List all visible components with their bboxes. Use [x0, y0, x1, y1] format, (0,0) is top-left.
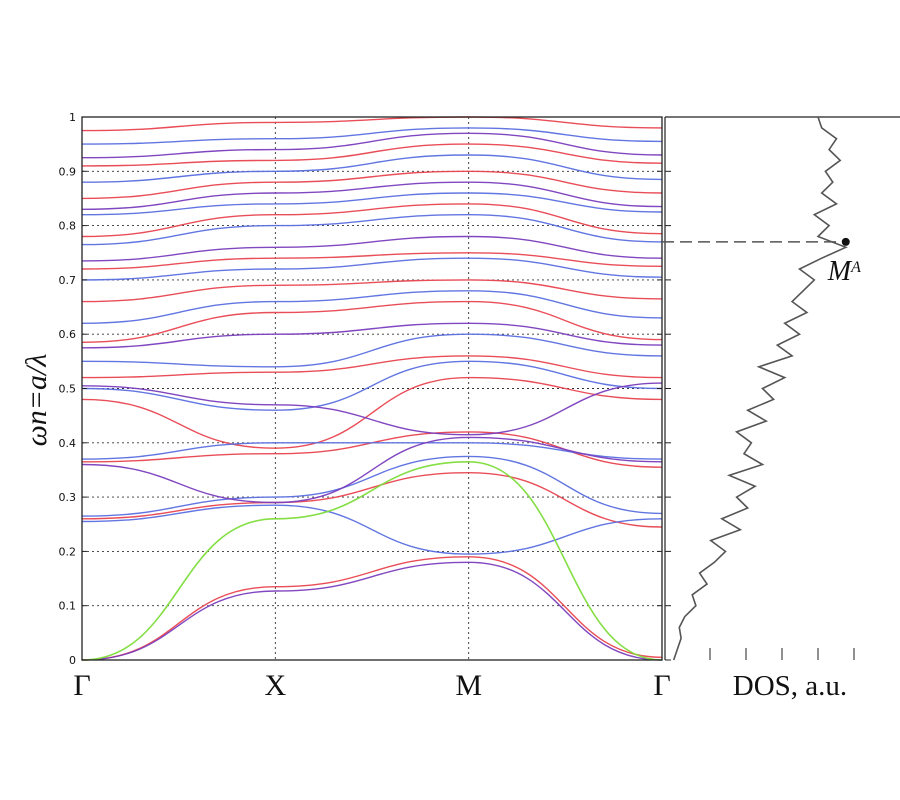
- band-line-blue: [81, 360, 663, 411]
- dos-axis-ticks: [665, 116, 855, 661]
- annotation-marker: [841, 237, 850, 246]
- annotation-label-superscript: A: [850, 258, 861, 275]
- kpoint-label: X: [264, 669, 286, 702]
- band-line-blue: [81, 192, 663, 216]
- dos-curve: [672, 116, 848, 661]
- annotation-label-main: M: [827, 256, 853, 287]
- y-tick-label: 0.4: [59, 437, 77, 450]
- band-line-red: [81, 300, 663, 343]
- band-line-purple: [81, 235, 663, 262]
- band-line-purple: [81, 382, 663, 436]
- band-line-blue: [81, 257, 663, 281]
- band-line-red: [81, 203, 663, 238]
- dos-panel: MA DOS, a.u.: [662, 116, 900, 702]
- band-line-purple: [81, 561, 663, 661]
- band-line-purple: [81, 436, 663, 504]
- y-tick-label: 0.6: [59, 328, 77, 341]
- band-line-blue: [81, 213, 663, 246]
- band-line-red: [81, 279, 663, 303]
- band-line-blue: [81, 455, 663, 517]
- band-line-red: [81, 170, 663, 200]
- y-tick-label: 1: [69, 111, 76, 124]
- y-tick-label: 0.2: [59, 545, 77, 558]
- annotation-label: MA: [827, 256, 861, 287]
- band-line-blue: [81, 333, 663, 368]
- band-line-red: [81, 143, 663, 167]
- dos-plot-area: [665, 117, 900, 660]
- band-line-red: [81, 252, 663, 270]
- band-line-red: [81, 376, 663, 449]
- y-axis-ticks: 0 0.1 0.2 0.3 0.4 0.5 0.6 0.7 0.8 0.9 1: [59, 111, 662, 667]
- y-tick-label: 0.8: [59, 220, 77, 233]
- band-line-purple: [81, 181, 663, 210]
- band-line-blue: [81, 504, 663, 555]
- y-tick-label: 0.1: [59, 600, 77, 613]
- y-tick-label: 0.3: [59, 491, 77, 504]
- dos-axis-label: DOS, a.u.: [733, 670, 847, 702]
- y-tick-label: 0.5: [59, 383, 77, 396]
- band-lines: [81, 116, 663, 661]
- y-tick-label: 0.9: [59, 165, 77, 178]
- band-line-purple: [81, 132, 663, 159]
- band-line-green: [81, 460, 663, 661]
- band-line-red: [81, 471, 663, 528]
- band-line-red: [81, 355, 663, 379]
- y-tick-label: 0.7: [59, 274, 77, 287]
- band-line-purple: [81, 322, 663, 349]
- kpoint-label: Γ: [653, 669, 670, 702]
- kpoint-label: M: [455, 669, 482, 702]
- kpoint-label: Γ: [73, 669, 90, 702]
- band-line-blue: [81, 290, 663, 324]
- band-line-red: [81, 556, 663, 661]
- band-line-red: [81, 116, 663, 132]
- band-line-blue: [81, 442, 663, 460]
- band-line-blue: [81, 127, 663, 145]
- y-axis-label: ωn=a/λ: [20, 354, 53, 447]
- band-structure-panel: 0 0.1 0.2 0.3 0.4 0.5 0.6 0.7 0.8 0.9 1 Γ X M Γ ωn=a/…: [20, 111, 671, 702]
- band-line-blue: [81, 154, 663, 183]
- y-tick-label: 0: [69, 654, 76, 667]
